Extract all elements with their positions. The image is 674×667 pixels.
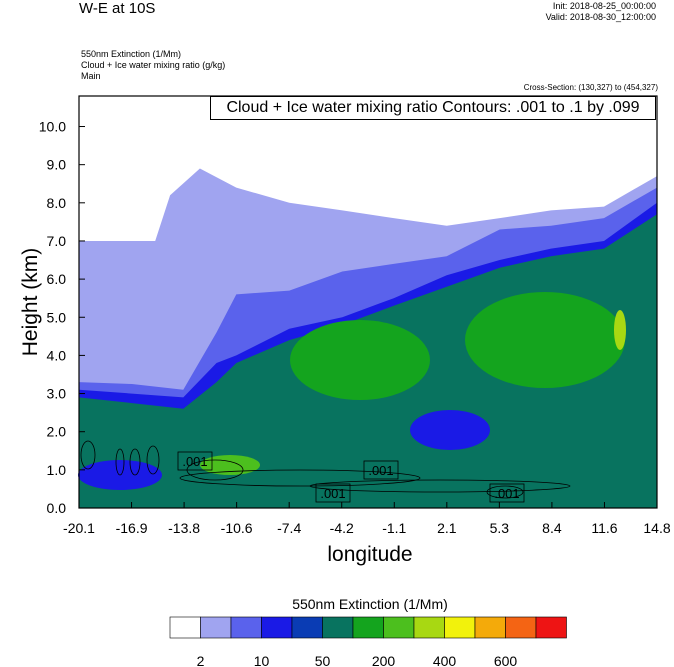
contour-line: [129, 448, 141, 476]
x-tick-label: 2.1: [437, 520, 457, 536]
x-tick-label: -10.6: [221, 520, 253, 536]
colorbar-swatch: [352, 616, 384, 639]
contour-label-box: [315, 483, 351, 503]
x-tick-label: -1.1: [382, 520, 406, 536]
contour-label: .001: [320, 486, 345, 501]
subtitle-extinction: 550nm Extinction (1/Mm): [81, 49, 182, 59]
x-tick-label: 14.8: [643, 520, 670, 536]
contour-line: [80, 440, 96, 470]
colorbar-swatch: [505, 616, 537, 639]
y-tick-label: 1.0: [47, 462, 67, 478]
colorbar-swatch: [169, 616, 201, 639]
contour-lines: [80, 440, 571, 499]
axis-ticks: -20.1 -16.9 -13.8 -10.6 -7.4 -4.2 -1.1 2.1 5.3 8.…: [39, 119, 671, 536]
x-tick-label: 11.6: [591, 520, 617, 536]
colorbar-swatch: [261, 616, 293, 639]
contour-label: .001: [368, 463, 393, 478]
colorbar-label: 50: [315, 653, 331, 667]
x-axis-label: longitude: [327, 543, 413, 566]
contour-info-box: Cloud + Ice water mixing ratio Contours:…: [210, 96, 656, 120]
y-tick-label: 4.0: [47, 347, 67, 363]
valid-time: Valid: 2018-08-30_12:00:00: [545, 12, 656, 22]
extinction-patch: [465, 292, 625, 388]
colorbar-label: 400: [433, 653, 457, 667]
colorbar-swatch: [413, 616, 445, 639]
extinction-patch: [290, 320, 430, 400]
y-tick-label: 7.0: [47, 233, 67, 249]
colorbar-label: 10: [254, 653, 270, 667]
contour-line: [146, 445, 160, 475]
colorbar-swatch: [230, 616, 262, 639]
colorbar: 2 10 50 200 400 600: [169, 616, 567, 667]
contour-line: [115, 448, 125, 476]
x-tick-label: -20.1: [63, 520, 95, 536]
y-tick-label: 3.0: [47, 386, 67, 402]
contour-line: [486, 485, 524, 499]
colorbar-title: 550nm Extinction (1/Mm): [292, 596, 448, 612]
extinction-fill: [78, 96, 657, 509]
y-tick-label: 9.0: [47, 157, 67, 173]
y-tick-label: 6.0: [47, 271, 67, 287]
subtitle-main: Main: [81, 71, 101, 81]
colorbar-label: 200: [372, 653, 396, 667]
colorbar-swatch: [383, 616, 415, 639]
colorbar-swatch: [474, 616, 506, 639]
colorbar-label: 2: [197, 653, 205, 667]
y-tick-label: 8.0: [47, 195, 67, 211]
contour-label-box: [363, 460, 399, 480]
init-time: Init: 2018-08-25_00:00:00: [552, 1, 656, 11]
contour-label-box: [489, 483, 525, 503]
extinction-patch: [200, 455, 260, 475]
colorbar-label: 600: [494, 653, 518, 667]
contour-label-box: [177, 451, 213, 471]
x-tick-label: -13.8: [168, 520, 200, 536]
contour-line: [179, 469, 421, 487]
extinction-patch: [410, 410, 490, 450]
colorbar-swatch: [322, 616, 354, 639]
x-tick-label: -7.4: [277, 520, 301, 536]
contour-line: [309, 479, 571, 493]
colorbar-swatch: [444, 616, 476, 639]
x-tick-label: -4.2: [330, 520, 354, 536]
y-tick-label: 10.0: [39, 119, 66, 135]
cross-section-label: Cross-Section: (130,327) to (454,327): [523, 83, 658, 92]
y-tick-label: 0.0: [47, 500, 67, 516]
colorbar-swatch: [535, 616, 567, 639]
subtitle-mixing-ratio: Cloud + Ice water mixing ratio (g/kg): [81, 60, 226, 70]
contour-labels: .001 .001 .001 .001: [177, 451, 525, 503]
plot-title: W-E at 10S: [79, 0, 156, 17]
x-tick-label: 8.4: [542, 520, 562, 536]
x-tick-label: -16.9: [116, 520, 148, 536]
y-tick-label: 5.0: [47, 309, 67, 325]
contour-label: .001: [494, 486, 519, 501]
y-axis-label: Height (km): [19, 247, 42, 357]
contour-label: .001: [182, 454, 207, 469]
colorbar-swatch: [291, 616, 323, 639]
x-tick-label: 5.3: [490, 520, 510, 536]
extinction-patch: [614, 310, 626, 350]
y-tick-label: 2.0: [47, 424, 67, 440]
colorbar-swatch: [200, 616, 232, 639]
